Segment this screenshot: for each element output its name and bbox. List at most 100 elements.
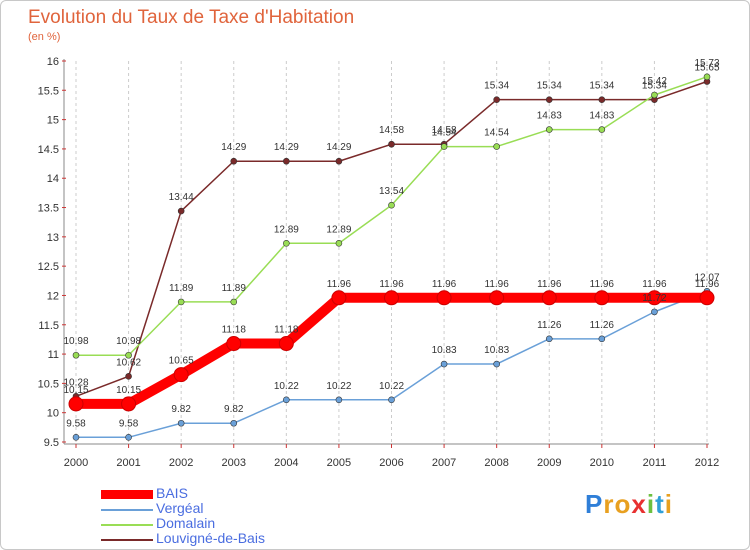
legend-swatch-domalain [101,524,153,526]
data-label-bais: 11.96 [695,279,720,290]
data-label-bais: 10.15 [116,385,141,396]
data-point-domalain [177,298,185,306]
data-point-bais [646,290,662,306]
y-tick-label: 10 [47,408,59,420]
data-label-bais: 11.96 [537,279,562,290]
data-point-louvigne [125,373,132,380]
data-point-louvigne [335,157,343,165]
data-label-louvigne: 14.29 [221,142,246,153]
x-tick-label: 2003 [222,457,246,469]
x-tick-label: 2012 [695,457,719,469]
legend-swatch-bais [101,490,153,499]
data-point-louvigne [545,96,553,103]
data-label-bais: 11.96 [379,279,404,290]
y-axis-ticks: 9.5 10 10.5 11 11.5 12 12.5 13 13.5 14 14.5 15 15.5 1… [38,56,66,449]
data-label-bais: 11.18 [274,325,299,336]
data-label-louvigne: 15.34 [589,81,614,92]
data-label-louvigne: 14.58 [379,125,404,136]
data-label-louvigne: 15.65 [694,63,719,74]
y-tick-label: 11.5 [38,320,59,332]
data-point-domalain [230,298,238,306]
y-tick-label: 14 [47,173,59,185]
x-tick-label: 2010 [590,457,614,469]
data-point-vergeal [125,434,132,441]
x-axis-ticks: 2000 2001 2002 2003 2004 2005 2006 2007 2008 2009… [64,444,719,469]
data-point-vergeal [335,396,343,404]
y-tick-label: 15.5 [38,85,59,97]
data-point-bais [278,336,294,352]
data-point-vergeal [440,360,448,368]
y-tick-label: 12 [47,290,59,302]
y-tick-label: 16 [47,56,59,68]
legend-swatch-louvigne [101,539,153,541]
data-point-domalain [651,91,658,99]
data-point-domalain [388,201,395,209]
data-label-vergeal: 12.07 [694,272,719,283]
legend-label-louvigne: Louvigné-de-Bais [156,530,265,546]
x-tick-label: 2007 [432,457,456,469]
x-tick-label: 2011 [643,457,667,469]
data-point-domalain [125,351,132,359]
data-label-vergeal: 10.83 [432,345,457,356]
chart-title: Evolution du Taux de Taxe d'Habitation [28,7,355,28]
x-tick-label: 2001 [116,457,140,469]
data-point-domalain [335,239,343,247]
data-label-louvigne: 14.29 [274,142,299,153]
data-label-louvigne: 13.44 [169,192,194,203]
x-tick-label: 2002 [169,457,193,469]
y-tick-label: 12.5 [38,261,59,273]
data-label-vergeal: 11.26 [537,320,562,331]
data-label-domalain: 12.89 [274,224,299,235]
x-tick-label: 2000 [64,457,88,469]
data-label-vergeal: 11.26 [590,320,615,331]
data-label-domalain: 10.98 [63,336,88,347]
data-label-bais: 10.15 [63,385,88,396]
data-label-louvigne: 14.58 [432,125,457,136]
data-point-bais [68,396,84,412]
y-tick-label: 13.5 [38,203,59,215]
proxiti-logo: Proxiti [585,489,673,519]
data-label-bais: 11.96 [432,279,457,290]
data-label-bais: 10.65 [169,356,194,367]
data-label-domalain: 12.89 [326,224,351,235]
x-tick-label: 2006 [379,457,403,469]
data-label-vergeal: 10.22 [379,381,404,392]
data-label-bais: 11.96 [590,279,615,290]
data-label-vergeal: 10.22 [326,381,351,392]
data-label-domalain: 15.42 [642,76,667,87]
data-label-domalain: 14.54 [484,128,509,139]
data-label-bais: 11.96 [642,279,667,290]
data-point-louvigne [493,96,500,103]
data-point-vergeal [651,308,658,316]
chart-subtitle: (en %) [28,31,61,43]
data-label-vergeal: 9.58 [119,418,139,429]
data-label-bais: 11.96 [327,279,352,290]
data-point-bais [699,290,715,306]
data-label-vergeal: 9.82 [171,404,191,415]
data-label-domalain: 10.98 [116,336,141,347]
data-point-vergeal [545,335,553,343]
data-point-bais [594,290,610,306]
data-point-vergeal [283,396,290,404]
x-tick-label: 2009 [537,457,561,469]
data-label-domalain: 14.83 [589,111,614,122]
data-label-domalain: 15.73 [694,58,719,69]
data-label-domalain: 13.54 [379,186,404,197]
legend-label-bais: BAIS [156,485,188,501]
legend-label-domalain: Domalain [156,515,216,531]
data-point-bais [173,367,189,383]
data-label-domalain: 11.89 [169,283,194,294]
data-label-vergeal: 9.58 [66,418,86,429]
data-point-bais [489,290,505,306]
data-point-domalain [72,351,80,359]
data-point-bais [541,290,557,306]
x-tick-label: 2008 [484,457,508,469]
data-point-domalain [493,143,500,150]
data-point-vergeal [388,396,395,404]
y-tick-label: 15 [47,115,59,127]
data-label-louvigne: 15.34 [537,81,562,92]
data-point-domalain [283,239,290,247]
data-label-louvigne: 15.34 [642,81,667,92]
